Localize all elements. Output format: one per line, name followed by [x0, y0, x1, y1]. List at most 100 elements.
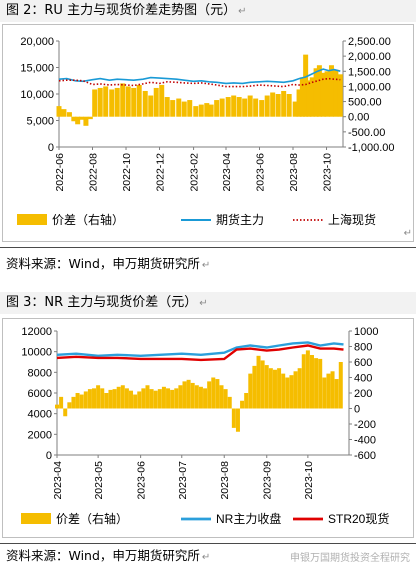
figure-3-title-text: 图 3：NR 主力与现货价差（元）	[6, 295, 198, 310]
x-tick-label: 2023-05	[93, 461, 105, 500]
spread-bar	[289, 375, 294, 409]
spread-bar	[214, 100, 220, 117]
spread-bar	[142, 90, 148, 117]
spread-bar	[338, 362, 343, 409]
spread-bar	[174, 388, 179, 409]
futures-line	[58, 68, 341, 85]
spread-bar	[231, 408, 236, 428]
spread-bar	[67, 402, 72, 409]
right-tick-label: 0	[354, 404, 360, 416]
right-tick-label: 2,500.00	[348, 36, 391, 48]
spread-bar	[285, 377, 290, 409]
spread-bar	[203, 388, 208, 409]
spread-bar	[326, 373, 331, 409]
spread-bar	[114, 87, 120, 117]
spread-bar	[190, 382, 195, 409]
spread-bar	[198, 386, 203, 409]
spread-bar	[87, 116, 93, 120]
spread-bar	[181, 101, 187, 117]
right-tick-label: 600	[354, 357, 372, 369]
spread-bar	[120, 385, 125, 409]
spread-bar	[124, 388, 129, 409]
spot-price-line	[58, 77, 341, 88]
spread-bar	[131, 87, 137, 117]
spread-bar	[296, 89, 302, 117]
spread-bar	[186, 379, 191, 409]
spread-bar	[170, 100, 176, 117]
x-tick-label: 2023-06	[255, 153, 267, 192]
spread-bar	[207, 381, 212, 409]
spread-bar	[215, 379, 220, 409]
section-rule	[0, 247, 416, 248]
spread-bar	[159, 84, 165, 117]
figure-2-chart-box: 0 5,000 10,000 15,000 20,000 -1,000.00 -500.00…	[2, 24, 414, 242]
x-tick-label: 2023-10	[303, 461, 315, 500]
spread-bar	[260, 360, 265, 409]
spread-bar	[235, 408, 240, 432]
spread-bar	[277, 368, 282, 409]
spread-bar	[208, 104, 214, 117]
futures-line	[56, 344, 344, 362]
futures-line	[56, 341, 344, 358]
spread-bar	[248, 373, 253, 409]
spread-bar	[92, 89, 98, 117]
legend-bar-swatch	[17, 214, 47, 225]
legend-label: 价差（右轴）	[56, 511, 128, 526]
left-tick-label: 15,000	[20, 63, 54, 75]
right-tick-label: -400	[354, 435, 376, 447]
right-tick-label: 1,000.00	[348, 81, 391, 93]
spread-bar	[330, 371, 335, 409]
x-tick-label: 2023-04	[221, 153, 233, 192]
spread-bar	[92, 388, 97, 409]
spread-bar	[303, 54, 309, 117]
legend-label: 价差（右轴）	[52, 212, 124, 227]
x-tick-label: 2023-09	[262, 461, 274, 500]
spread-bar	[176, 98, 182, 117]
spread-bar	[320, 72, 326, 117]
spread-bar	[264, 365, 269, 409]
spread-bar	[337, 74, 343, 117]
legend-label: 上海现货	[328, 212, 376, 227]
spread-bar	[313, 68, 319, 117]
spread-bar	[198, 104, 204, 117]
spread-bar	[97, 87, 103, 117]
spread-bar	[231, 95, 237, 117]
x-tick-label: 2023-02	[189, 153, 201, 192]
left-tick-label: 0	[46, 450, 52, 462]
legend-label: NR主力收盘	[216, 511, 281, 526]
spread-bar	[247, 95, 253, 117]
right-tick-label: 1000	[354, 326, 378, 338]
spread-bar	[182, 381, 187, 409]
figure-2-source: 资料来源：Wind，申万期货研究所 ↵	[0, 254, 416, 274]
spread-bar	[316, 65, 322, 117]
legend-bar-swatch	[21, 513, 51, 524]
spread-bar	[71, 396, 76, 409]
spread-bar	[153, 390, 158, 409]
x-tick-label: 2023-07	[177, 461, 189, 500]
spread-bar	[227, 396, 232, 409]
x-tick-label: 2023-06	[136, 461, 148, 500]
right-tick-label: 2,000.00	[348, 51, 391, 63]
spread-bar	[141, 388, 146, 409]
spread-bar	[328, 65, 334, 117]
spread-bar	[286, 94, 292, 117]
spread-bar	[136, 84, 142, 117]
left-tick-label: 5,000	[26, 116, 54, 128]
right-tick-label: -600	[354, 450, 376, 462]
spread-bar	[63, 408, 68, 417]
right-tick-label: 500.00	[348, 97, 382, 109]
spread-bar	[219, 98, 225, 117]
spread-bar	[96, 385, 101, 409]
spread-bar	[170, 389, 175, 409]
spread-bar	[211, 377, 216, 409]
spread-bar	[161, 386, 166, 409]
spread-bar	[305, 350, 310, 409]
spread-bar	[137, 391, 142, 409]
return-mark: ↵	[403, 228, 412, 239]
legend-label: STR20现货	[328, 511, 389, 526]
spread-bar	[83, 116, 89, 126]
x-tick-label: 2022-10	[121, 153, 133, 192]
return-mark: ↵	[199, 298, 208, 309]
spread-bar	[272, 369, 277, 409]
spread-bar	[79, 116, 85, 120]
